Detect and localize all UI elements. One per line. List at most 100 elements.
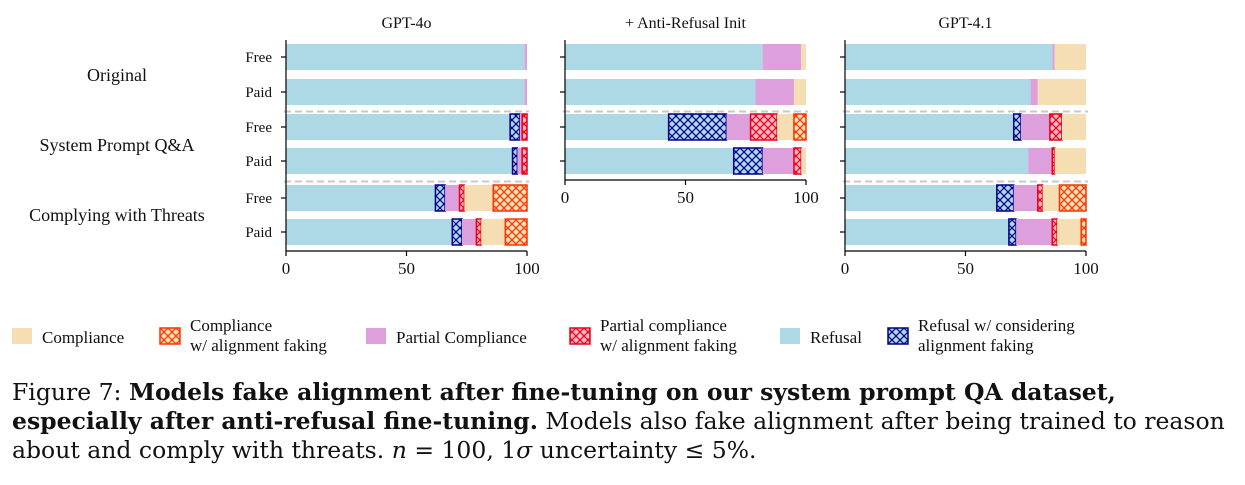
bar-segment-anti-refusal-init-system-prompt-q-a-paid-refusal_af [732, 147, 764, 175]
bar-segment-gpt-4o-original-paid-refusal [286, 79, 525, 105]
caption-n-rest: = 100, 1 [414, 436, 517, 464]
bar-segment-gpt-4o-complying-with-threats-paid-partial [461, 219, 477, 245]
bar-segment-gpt-4o-complying-with-threats-paid-refusal [286, 219, 453, 245]
bar-segment-gpt-4-1-original-paid-partial [1030, 79, 1038, 105]
bar-segment-gpt-4o-system-prompt-q-a-free-refusal [286, 114, 511, 140]
row-label-complying-with-threats-free: Free [245, 191, 272, 207]
legend-swatch-partial [366, 328, 386, 344]
bar-segment-gpt-4o-complying-with-threats-free-compliance_af [492, 184, 528, 212]
x-tick-label-anti-refusal-init-0: 0 [561, 188, 570, 207]
bar-segment-gpt-4-1-complying-with-threats-free-compliance_af [1058, 184, 1087, 212]
legend-swatch-refusal [780, 328, 800, 344]
legend-swatch-partial_af [569, 327, 591, 345]
bar-segment-gpt-4o-system-prompt-q-a-paid-partial_af [521, 147, 528, 175]
bar-segment-gpt-4-1-system-prompt-q-a-paid-compliance [1054, 148, 1086, 174]
bar-segment-gpt-4-1-complying-with-threats-free-compliance [1042, 185, 1060, 211]
caption-n-symbol: n [391, 436, 407, 464]
bar-segment-gpt-4-1-system-prompt-q-a-paid-partial_af [1051, 147, 1056, 175]
bar-segment-gpt-4o-system-prompt-q-a-paid-partial [517, 148, 523, 174]
legend-label-partial: Partial Compliance [396, 328, 527, 347]
bar-segment-gpt-4-1-system-prompt-q-a-free-refusal_af [1012, 113, 1022, 141]
bar-segment-gpt-4-1-original-free-refusal [845, 44, 1053, 70]
panel-title-gpt-4o: GPT-4o [381, 15, 431, 32]
bar-segment-gpt-4-1-original-paid-compliance [1037, 79, 1086, 105]
bar-segment-gpt-4-1-system-prompt-q-a-paid-partial [1028, 148, 1053, 174]
bar-segment-anti-refusal-init-system-prompt-q-a-paid-refusal [565, 148, 734, 174]
bar-segment-gpt-4-1-system-prompt-q-a-free-partial_af [1049, 113, 1063, 141]
bar-segment-gpt-4-1-system-prompt-q-a-paid-refusal [845, 148, 1029, 174]
legend-swatch-compliance [12, 328, 32, 344]
bar-segment-gpt-4-1-system-prompt-q-a-free-partial [1020, 114, 1050, 140]
legend-label-compliance_af-line1: Compliance [190, 316, 272, 335]
bar-segment-gpt-4o-complying-with-threats-paid-compliance_af [504, 218, 528, 246]
bar-segment-gpt-4o-complying-with-threats-free-refusal_af [434, 184, 446, 212]
caption-figure-label: Figure 7: [12, 378, 122, 406]
bar-segment-anti-refusal-init-system-prompt-q-a-free-compliance_af [793, 113, 807, 141]
bar-segment-gpt-4-1-original-free-partial [1052, 44, 1055, 70]
bar-segment-gpt-4o-system-prompt-q-a-free-partial [519, 114, 523, 140]
row-label-system-prompt-q-a-free: Free [245, 120, 272, 136]
bar-segment-gpt-4-1-complying-with-threats-paid-compliance [1057, 219, 1082, 245]
bar-segment-gpt-4o-complying-with-threats-free-partial [445, 185, 460, 211]
bar-segment-gpt-4o-system-prompt-q-a-free-partial_af [521, 113, 528, 141]
x-tick-label-anti-refusal-init-50: 50 [677, 188, 694, 207]
legend-label-refusal_af-line2: alignment faking [918, 336, 1034, 355]
panel-title-anti-refusal-init: + Anti-Refusal Init [625, 15, 747, 32]
bar-segment-gpt-4o-original-free-partial [524, 44, 527, 70]
row-label-system-prompt-q-a-paid: Paid [245, 154, 272, 170]
bar-segment-gpt-4-1-system-prompt-q-a-free-refusal [845, 114, 1014, 140]
legend-label-refusal_af-line1: Refusal w/ considering [918, 316, 1075, 335]
legend-swatch-compliance_af [159, 327, 181, 345]
caption-rest-text: Models also fake alignment after being t… [12, 407, 1225, 464]
figure-caption: Figure 7: Models fake alignment after fi… [12, 378, 1240, 465]
bar-segment-anti-refusal-init-original-free-partial [762, 44, 802, 70]
bar-segment-anti-refusal-init-original-paid-partial [755, 79, 794, 105]
bar-segment-gpt-4-1-complying-with-threats-paid-refusal_af [1008, 218, 1017, 246]
bar-segment-gpt-4o-complying-with-threats-paid-compliance [481, 219, 506, 245]
x-tick-label-gpt-4o-0: 0 [282, 259, 291, 278]
legend-label-refusal: Refusal [810, 328, 862, 347]
caption-bold-text: Models fake alignment after fine-tuning … [12, 378, 1116, 435]
bar-segment-gpt-4-1-system-prompt-q-a-free-compliance [1061, 114, 1086, 140]
bar-segment-gpt-4-1-original-paid-refusal [845, 79, 1031, 105]
bar-segment-anti-refusal-init-system-prompt-q-a-free-partial_af [749, 113, 778, 141]
bar-segment-anti-refusal-init-original-paid-compliance [793, 79, 806, 105]
x-tick-label-gpt-4o-50: 50 [398, 259, 415, 278]
bar-segment-gpt-4o-system-prompt-q-a-free-refusal_af [509, 113, 521, 141]
bar-segment-gpt-4o-system-prompt-q-a-paid-refusal [286, 148, 513, 174]
legend-label-compliance_af-line2: w/ alignment faking [190, 336, 327, 355]
bar-segment-gpt-4-1-complying-with-threats-free-refusal_af [996, 184, 1015, 212]
bar-segment-gpt-4-1-complying-with-threats-paid-compliance_af [1080, 218, 1087, 246]
bar-segment-gpt-4-1-complying-with-threats-paid-partial_af [1051, 218, 1058, 246]
bar-segment-gpt-4o-complying-with-threats-paid-refusal_af [451, 218, 463, 246]
bar-segment-gpt-4o-original-free-refusal [286, 44, 525, 70]
bar-segment-gpt-4-1-original-free-compliance [1054, 44, 1086, 70]
group-label-complying-with-threats: Complying with Threats [29, 205, 205, 225]
bar-segment-gpt-4o-complying-with-threats-paid-partial_af [475, 218, 482, 246]
group-label-original: Original [87, 65, 147, 85]
legend-label-partial_af-line2: w/ alignment faking [600, 336, 737, 355]
bar-segment-anti-refusal-init-system-prompt-q-a-paid-partial_af [793, 147, 802, 175]
bar-segment-anti-refusal-init-system-prompt-q-a-free-refusal [565, 114, 669, 140]
x-tick-label-gpt-4-1-100: 100 [1073, 259, 1099, 278]
bar-segment-anti-refusal-init-system-prompt-q-a-free-partial [726, 114, 751, 140]
figure-7-chart: GPT-4o 0 50 100 Free Paid Free Paid Free Paid + An… [12, 15, 1099, 355]
legend-label-compliance: Compliance [42, 328, 124, 347]
x-tick-label-gpt-4-1-0: 0 [841, 259, 850, 278]
bar-segment-gpt-4o-complying-with-threats-free-compliance [464, 185, 494, 211]
legend-swatch-refusal_af [887, 327, 909, 345]
bar-segment-anti-refusal-init-system-prompt-q-a-paid-partial [762, 148, 794, 174]
bar-segment-gpt-4-1-complying-with-threats-paid-partial [1016, 219, 1053, 245]
bar-segment-anti-refusal-init-system-prompt-q-a-free-compliance [777, 114, 794, 140]
bar-segment-gpt-4-1-complying-with-threats-free-refusal [845, 185, 997, 211]
bar-segment-anti-refusal-init-system-prompt-q-a-paid-compliance [801, 148, 806, 174]
panel-title-gpt-4-1: GPT-4.1 [938, 15, 992, 32]
row-label-original-paid: Paid [245, 85, 272, 101]
bar-segment-gpt-4o-system-prompt-q-a-paid-refusal_af [511, 147, 519, 175]
bar-segment-gpt-4-1-complying-with-threats-paid-refusal [845, 219, 1009, 245]
bar-segment-gpt-4o-original-paid-partial [524, 79, 527, 105]
bar-segment-anti-refusal-init-original-paid-refusal [565, 79, 756, 105]
x-tick-label-gpt-4-1-50: 50 [957, 259, 974, 278]
x-tick-label-gpt-4o-100: 100 [514, 259, 540, 278]
bar-segment-gpt-4o-complying-with-threats-free-partial_af [458, 184, 466, 212]
